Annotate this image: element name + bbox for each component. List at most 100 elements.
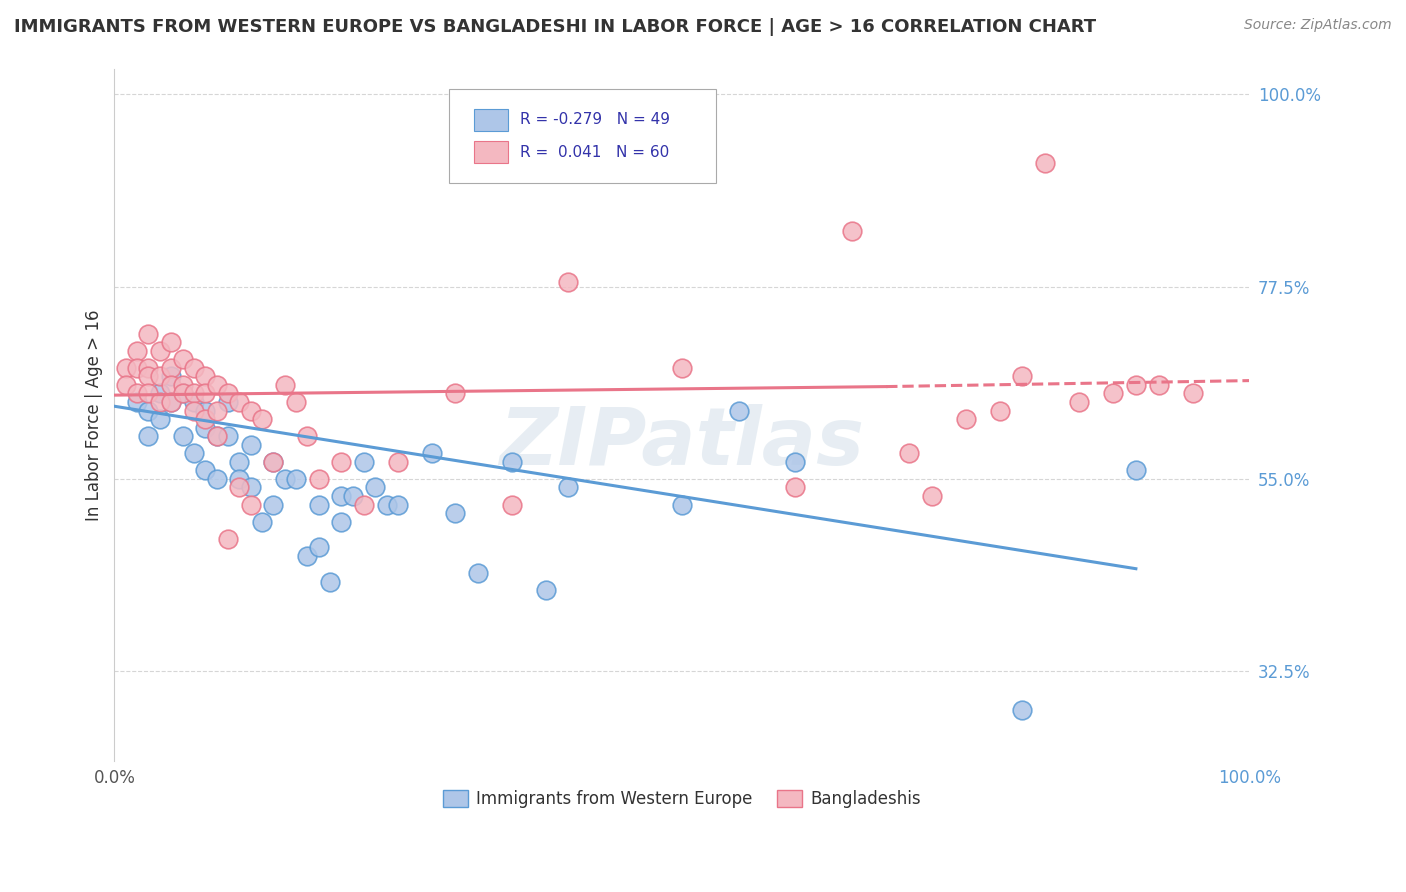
Point	[297, 429, 319, 443]
Point	[285, 395, 308, 409]
Point	[205, 403, 228, 417]
Point	[194, 403, 217, 417]
Point	[897, 446, 920, 460]
Point	[273, 377, 295, 392]
Point	[353, 498, 375, 512]
Point	[444, 506, 467, 520]
Point	[160, 395, 183, 409]
Point	[921, 489, 943, 503]
Point	[160, 360, 183, 375]
Point	[364, 480, 387, 494]
Point	[160, 395, 183, 409]
Point	[785, 455, 807, 469]
Point	[557, 480, 579, 494]
Point	[330, 515, 353, 529]
Point	[1147, 377, 1170, 392]
Point	[194, 463, 217, 477]
Point	[138, 386, 160, 401]
Point	[149, 369, 172, 384]
Point	[1102, 386, 1125, 401]
Y-axis label: In Labor Force | Age > 16: In Labor Force | Age > 16	[86, 309, 103, 521]
Point	[420, 446, 443, 460]
Point	[250, 412, 273, 426]
FancyBboxPatch shape	[450, 89, 716, 183]
Point	[217, 395, 239, 409]
Point	[239, 480, 262, 494]
Point	[534, 583, 557, 598]
Point	[1011, 703, 1033, 717]
Point	[194, 386, 217, 401]
Point	[138, 403, 160, 417]
Point	[183, 403, 205, 417]
Point	[1181, 386, 1204, 401]
Point	[172, 377, 194, 392]
Text: ZIPatlas: ZIPatlas	[499, 403, 865, 482]
Point	[183, 386, 205, 401]
Bar	[474, 109, 508, 131]
Point	[1125, 377, 1147, 392]
Point	[1125, 463, 1147, 477]
Bar	[474, 141, 508, 163]
Point	[262, 455, 284, 469]
Point	[467, 566, 489, 580]
Point	[671, 360, 693, 375]
Point	[127, 343, 149, 358]
Point	[250, 515, 273, 529]
Point	[127, 360, 149, 375]
Point	[501, 455, 523, 469]
Point	[217, 386, 239, 401]
Point	[841, 224, 863, 238]
Point	[172, 386, 194, 401]
Point	[138, 429, 160, 443]
Point	[239, 438, 262, 452]
Point	[183, 360, 205, 375]
Point	[160, 335, 183, 350]
Point	[955, 412, 977, 426]
Point	[342, 489, 364, 503]
Point	[205, 429, 228, 443]
Point	[308, 498, 330, 512]
Point	[375, 498, 398, 512]
Point	[988, 403, 1011, 417]
Point	[205, 472, 228, 486]
Point	[205, 429, 228, 443]
Text: Source: ZipAtlas.com: Source: ZipAtlas.com	[1244, 18, 1392, 32]
Point	[1011, 369, 1033, 384]
Text: R =  0.041   N = 60: R = 0.041 N = 60	[520, 145, 669, 160]
Point	[194, 420, 217, 434]
Point	[160, 369, 183, 384]
Point	[501, 498, 523, 512]
Point	[308, 541, 330, 555]
Point	[273, 472, 295, 486]
Point	[114, 360, 136, 375]
Point	[262, 455, 284, 469]
Point	[183, 446, 205, 460]
Point	[353, 455, 375, 469]
Point	[114, 377, 136, 392]
Point	[785, 480, 807, 494]
Point	[228, 480, 250, 494]
Point	[228, 455, 250, 469]
Point	[127, 386, 149, 401]
Point	[194, 412, 217, 426]
Point	[228, 395, 250, 409]
Point	[149, 343, 172, 358]
Point	[444, 386, 467, 401]
Point	[297, 549, 319, 563]
Point	[149, 386, 172, 401]
Point	[330, 489, 353, 503]
Point	[172, 429, 194, 443]
Point	[387, 455, 409, 469]
Point	[1033, 155, 1056, 169]
Point	[1069, 395, 1091, 409]
Point	[308, 472, 330, 486]
Point	[228, 472, 250, 486]
Point	[387, 498, 409, 512]
Point	[138, 326, 160, 341]
Text: IMMIGRANTS FROM WESTERN EUROPE VS BANGLADESHI IN LABOR FORCE | AGE > 16 CORRELAT: IMMIGRANTS FROM WESTERN EUROPE VS BANGLA…	[14, 18, 1097, 36]
Point	[127, 395, 149, 409]
Point	[262, 498, 284, 512]
Point	[205, 377, 228, 392]
Point	[138, 360, 160, 375]
Point	[194, 369, 217, 384]
